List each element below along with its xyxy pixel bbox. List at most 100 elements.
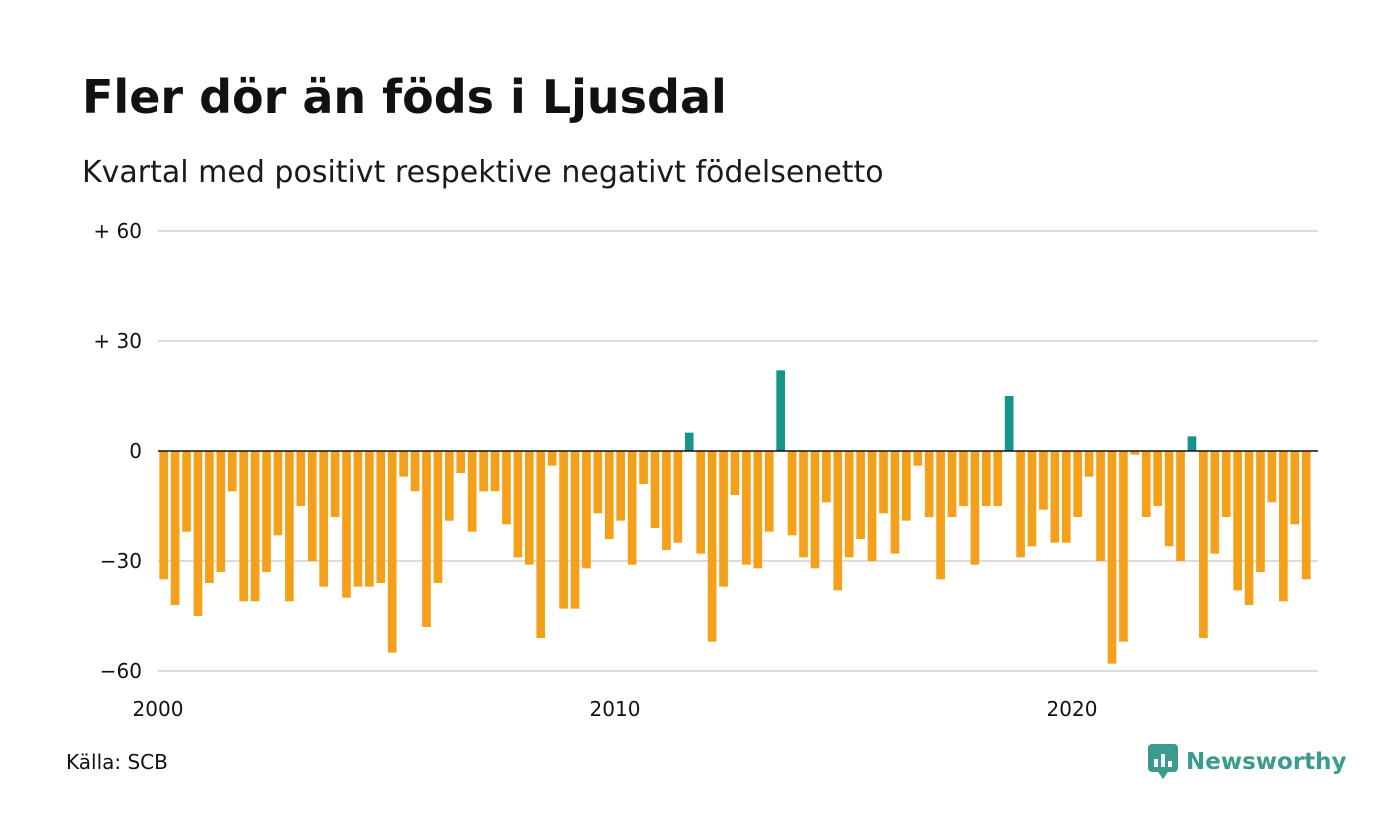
bar bbox=[307, 451, 317, 561]
bar-chart: + 60 + 30 0 −30 −60 2000 2010 2020 bbox=[93, 219, 1318, 721]
bar bbox=[764, 451, 774, 532]
bar bbox=[856, 451, 865, 539]
bar bbox=[170, 451, 180, 605]
bar bbox=[627, 451, 637, 565]
bar bbox=[1176, 451, 1185, 561]
bar bbox=[1027, 451, 1037, 547]
bar bbox=[1084, 451, 1094, 477]
x-axis: 2000 2010 2020 bbox=[133, 697, 1098, 721]
bar bbox=[890, 451, 900, 554]
bar bbox=[707, 451, 717, 642]
bar bbox=[1279, 451, 1288, 602]
bar bbox=[616, 451, 626, 521]
bar bbox=[1221, 451, 1231, 517]
bar bbox=[867, 451, 877, 561]
bar bbox=[182, 451, 191, 532]
bar bbox=[1153, 451, 1163, 506]
bar bbox=[445, 451, 454, 521]
x-tick-label: 2020 bbox=[1047, 697, 1098, 721]
y-tick-label: −30 bbox=[100, 549, 142, 573]
bar bbox=[1141, 451, 1151, 517]
bar bbox=[787, 451, 797, 536]
bar bbox=[559, 451, 568, 609]
bar bbox=[936, 451, 945, 580]
bar bbox=[924, 451, 934, 517]
bar bbox=[273, 451, 283, 536]
bar bbox=[376, 451, 386, 583]
bar bbox=[193, 451, 203, 616]
bar bbox=[947, 451, 957, 517]
bar bbox=[753, 451, 763, 569]
newsworthy-logo-icon bbox=[1148, 744, 1178, 779]
bar bbox=[970, 451, 980, 565]
y-tick-label: + 60 bbox=[93, 219, 142, 243]
bar bbox=[810, 451, 820, 569]
bar bbox=[433, 451, 443, 583]
y-tick-label: 0 bbox=[129, 439, 142, 463]
bar bbox=[1130, 451, 1140, 455]
y-axis: + 60 + 30 0 −30 −60 bbox=[93, 219, 142, 683]
bar bbox=[296, 451, 306, 506]
bar bbox=[639, 451, 648, 484]
bar bbox=[399, 451, 408, 477]
bar bbox=[365, 451, 374, 587]
bar bbox=[1073, 451, 1083, 517]
bar bbox=[822, 451, 831, 503]
bar bbox=[959, 451, 968, 506]
bar bbox=[993, 451, 1003, 506]
bar bbox=[582, 451, 591, 569]
bar bbox=[250, 451, 260, 602]
bar bbox=[467, 451, 477, 532]
bar bbox=[502, 451, 511, 525]
bars bbox=[159, 370, 1311, 664]
bar bbox=[662, 451, 671, 550]
bar bbox=[981, 451, 991, 506]
bar bbox=[650, 451, 660, 528]
bar bbox=[902, 451, 911, 521]
bar bbox=[1004, 396, 1014, 451]
x-tick-label: 2000 bbox=[133, 697, 184, 721]
bar bbox=[1210, 451, 1220, 554]
bar bbox=[730, 451, 740, 495]
bar bbox=[216, 451, 226, 572]
bar bbox=[159, 451, 169, 580]
bar bbox=[1050, 451, 1060, 543]
bar bbox=[833, 451, 843, 591]
bar bbox=[1039, 451, 1048, 510]
bar bbox=[879, 451, 888, 514]
bar bbox=[1290, 451, 1300, 525]
bar bbox=[353, 451, 363, 587]
bar bbox=[1256, 451, 1265, 572]
bar bbox=[342, 451, 351, 598]
bar bbox=[524, 451, 534, 565]
bar bbox=[387, 451, 397, 653]
brand-name: Newsworthy bbox=[1186, 749, 1347, 775]
brand: Newsworthy bbox=[1148, 744, 1347, 780]
bar bbox=[1187, 436, 1197, 451]
y-tick-label: + 30 bbox=[93, 329, 142, 353]
bar bbox=[844, 451, 854, 558]
bar bbox=[913, 451, 923, 466]
bar bbox=[227, 451, 237, 492]
x-tick-label: 2010 bbox=[590, 697, 641, 721]
bar bbox=[719, 451, 728, 587]
bar bbox=[696, 451, 706, 554]
chart-subtitle: Kvartal med positivt respektive negativt… bbox=[82, 155, 884, 190]
bar bbox=[239, 451, 249, 602]
bar bbox=[456, 451, 466, 473]
bar bbox=[285, 451, 294, 602]
bar bbox=[570, 451, 580, 609]
bar bbox=[1119, 451, 1128, 642]
bar bbox=[1061, 451, 1071, 543]
bar bbox=[604, 451, 614, 539]
bar bbox=[1107, 451, 1117, 664]
bar bbox=[513, 451, 523, 558]
bar bbox=[1267, 451, 1277, 503]
bar bbox=[536, 451, 546, 638]
y-tick-label: −60 bbox=[100, 659, 142, 683]
bar bbox=[479, 451, 488, 492]
bar bbox=[330, 451, 340, 517]
bar bbox=[1096, 451, 1105, 561]
bar bbox=[547, 451, 557, 466]
source-note: Källa: SCB bbox=[66, 750, 168, 774]
